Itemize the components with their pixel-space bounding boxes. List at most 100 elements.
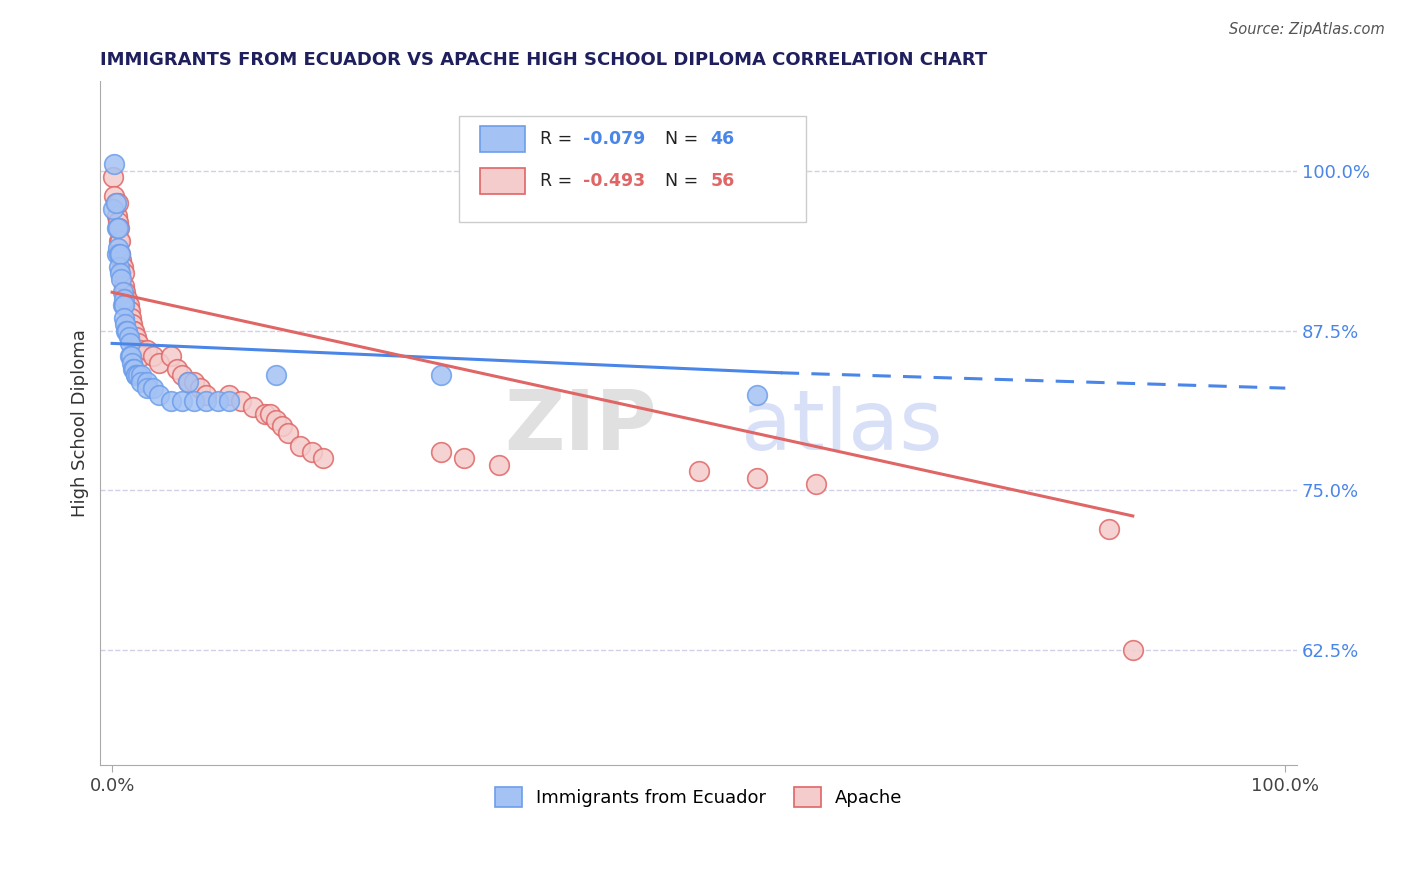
Point bbox=[124, 324, 146, 338]
Point bbox=[121, 317, 143, 331]
Point bbox=[148, 355, 170, 369]
Point bbox=[121, 355, 143, 369]
Point bbox=[242, 401, 264, 415]
Point bbox=[312, 451, 335, 466]
Text: N =: N = bbox=[654, 130, 704, 148]
Point bbox=[107, 221, 129, 235]
Point bbox=[271, 419, 294, 434]
Point bbox=[107, 195, 129, 210]
Point bbox=[108, 234, 131, 248]
Text: N =: N = bbox=[654, 172, 704, 190]
Text: R =: R = bbox=[540, 172, 578, 190]
Point bbox=[183, 375, 205, 389]
Point bbox=[142, 349, 165, 363]
Point bbox=[129, 343, 152, 357]
Text: IMMIGRANTS FROM ECUADOR VS APACHE HIGH SCHOOL DIPLOMA CORRELATION CHART: IMMIGRANTS FROM ECUADOR VS APACHE HIGH S… bbox=[100, 51, 987, 69]
Point bbox=[131, 375, 153, 389]
Point bbox=[166, 362, 188, 376]
Point bbox=[488, 458, 510, 472]
Point bbox=[111, 285, 134, 300]
Text: 56: 56 bbox=[710, 172, 735, 190]
Point bbox=[115, 292, 138, 306]
Point bbox=[110, 247, 132, 261]
Point bbox=[136, 381, 159, 395]
Point bbox=[114, 317, 136, 331]
Point bbox=[117, 298, 139, 312]
Point bbox=[124, 362, 146, 376]
Point bbox=[124, 368, 146, 383]
Point bbox=[110, 234, 132, 248]
Point bbox=[218, 387, 240, 401]
Point bbox=[148, 387, 170, 401]
Point bbox=[112, 266, 135, 280]
Point bbox=[266, 413, 288, 427]
Point bbox=[127, 368, 149, 383]
Point bbox=[288, 439, 311, 453]
Point bbox=[453, 451, 475, 466]
Point bbox=[131, 349, 153, 363]
Point bbox=[108, 221, 131, 235]
Point bbox=[111, 260, 134, 274]
Text: 46: 46 bbox=[710, 130, 735, 148]
Point bbox=[301, 445, 323, 459]
Point bbox=[188, 381, 211, 395]
Point bbox=[114, 285, 136, 300]
Point bbox=[104, 195, 127, 210]
Point bbox=[112, 292, 135, 306]
Point bbox=[177, 375, 200, 389]
Point bbox=[110, 266, 132, 280]
Point bbox=[107, 240, 129, 254]
Point bbox=[117, 292, 139, 306]
Point bbox=[104, 195, 127, 210]
Point bbox=[159, 393, 181, 408]
Point bbox=[118, 304, 141, 318]
Legend: Immigrants from Ecuador, Apache: Immigrants from Ecuador, Apache bbox=[488, 780, 910, 814]
Point bbox=[429, 445, 451, 459]
Point bbox=[429, 368, 451, 383]
Point bbox=[747, 470, 769, 484]
Point bbox=[183, 393, 205, 408]
Text: atlas: atlas bbox=[741, 386, 942, 467]
Point bbox=[231, 393, 253, 408]
Point bbox=[688, 464, 710, 478]
Point bbox=[110, 253, 132, 268]
Point bbox=[110, 247, 132, 261]
Point bbox=[194, 387, 217, 401]
Point bbox=[218, 393, 240, 408]
Point bbox=[108, 260, 131, 274]
Point bbox=[105, 247, 128, 261]
Point bbox=[136, 375, 159, 389]
Point bbox=[177, 375, 200, 389]
Point bbox=[747, 387, 769, 401]
Point bbox=[111, 298, 134, 312]
Point bbox=[127, 336, 149, 351]
Bar bbox=[479, 126, 526, 152]
FancyBboxPatch shape bbox=[460, 116, 807, 221]
Point bbox=[1122, 643, 1144, 657]
Point bbox=[108, 247, 131, 261]
Point bbox=[103, 157, 125, 171]
Point bbox=[103, 189, 125, 203]
Point bbox=[159, 349, 181, 363]
Point bbox=[118, 336, 141, 351]
Text: -0.493: -0.493 bbox=[582, 172, 645, 190]
Bar bbox=[479, 169, 526, 194]
Text: R =: R = bbox=[540, 130, 578, 148]
Point bbox=[105, 221, 128, 235]
Point bbox=[103, 202, 125, 216]
Point bbox=[103, 170, 125, 185]
Point bbox=[259, 407, 281, 421]
Text: Source: ZipAtlas.com: Source: ZipAtlas.com bbox=[1229, 22, 1385, 37]
Text: -0.079: -0.079 bbox=[582, 130, 645, 148]
Point bbox=[110, 272, 132, 286]
Point bbox=[120, 310, 142, 325]
Point bbox=[120, 349, 142, 363]
Point bbox=[112, 310, 135, 325]
Point bbox=[207, 393, 229, 408]
Y-axis label: High School Diploma: High School Diploma bbox=[72, 329, 89, 517]
Point bbox=[131, 368, 153, 383]
Point bbox=[136, 343, 159, 357]
Point bbox=[124, 368, 146, 383]
Point bbox=[1098, 522, 1121, 536]
Point bbox=[118, 349, 141, 363]
